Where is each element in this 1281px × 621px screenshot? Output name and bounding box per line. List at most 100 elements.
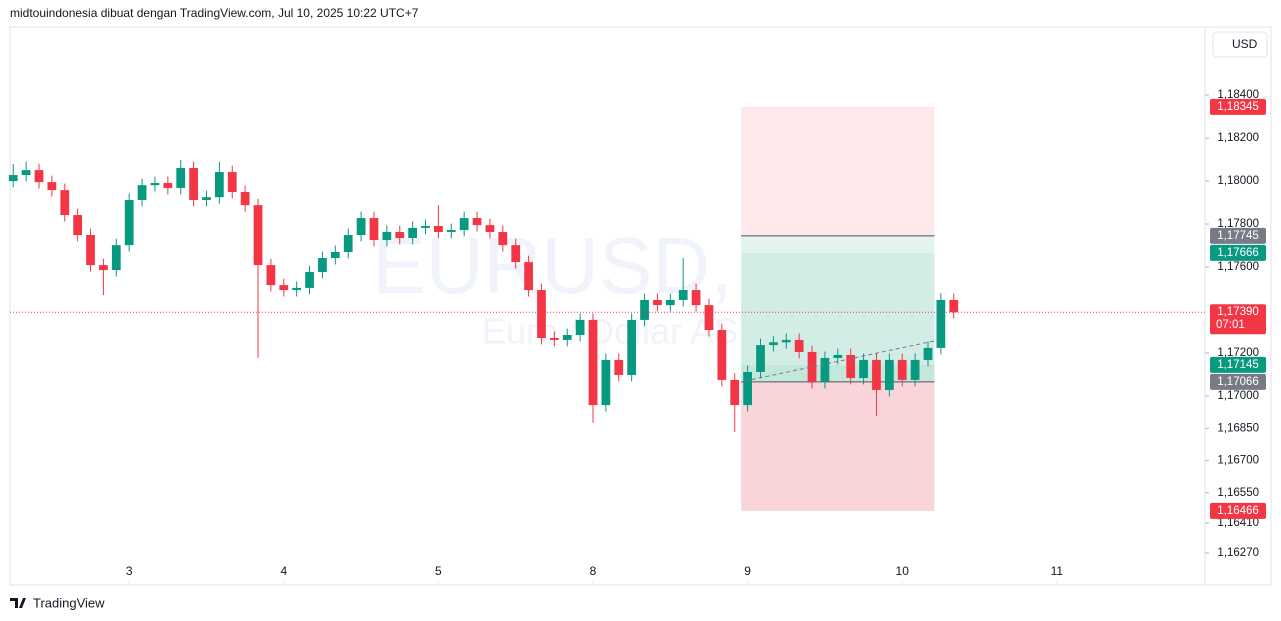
candle-body	[820, 357, 830, 383]
candle-body	[343, 235, 353, 253]
y-tick-label: 1,17000	[1217, 390, 1259, 402]
candle-body	[627, 319, 637, 375]
candle-body	[446, 230, 456, 233]
candle-body	[859, 359, 868, 378]
candle-body	[524, 262, 533, 291]
position-zone	[741, 235, 935, 253]
candle-body	[846, 354, 856, 378]
candle-body	[678, 290, 688, 300]
candle-body	[640, 299, 649, 320]
y-tick-label: 1,16700	[1217, 455, 1259, 467]
candle-body	[150, 182, 160, 186]
candle-body	[318, 258, 327, 272]
candle-body	[665, 299, 675, 306]
candle-body	[266, 265, 276, 286]
x-tick-label: 3	[126, 564, 133, 578]
candle-body	[253, 205, 263, 266]
last-price-box	[1210, 304, 1266, 335]
candle-body	[124, 199, 134, 246]
candle-body	[562, 334, 572, 340]
candles	[8, 159, 959, 432]
candle-body	[240, 192, 250, 206]
candle-body	[8, 175, 18, 182]
y-tick-label: 1,18400	[1217, 89, 1259, 101]
candle-body	[73, 215, 83, 236]
candle-body	[897, 359, 907, 380]
price-label-box	[1210, 244, 1266, 261]
candle-body	[459, 218, 469, 231]
candle-body	[472, 218, 482, 226]
price-label-box	[1210, 227, 1266, 244]
candle-body	[21, 170, 31, 176]
currency-button[interactable]	[1212, 31, 1268, 58]
candle-body	[485, 225, 495, 233]
price-label: 1,17145	[1217, 359, 1259, 371]
candle-body	[434, 225, 443, 233]
y-tick-label: 1,16550	[1217, 487, 1259, 499]
candle-body	[691, 290, 701, 306]
candle-body	[111, 245, 121, 271]
candle-body	[884, 359, 894, 391]
candle-body	[601, 359, 611, 406]
countdown-label: 07:01	[1216, 319, 1245, 331]
position-tool	[741, 106, 935, 511]
candle-body	[833, 354, 843, 358]
candle-body	[730, 379, 740, 406]
candle-body	[872, 359, 881, 391]
candle-body	[936, 299, 946, 348]
candle-body	[202, 197, 211, 200]
candle-body	[549, 337, 559, 340]
y-tick-label: 1,16270	[1217, 547, 1259, 559]
candle-body	[769, 342, 778, 346]
price-label-box	[1210, 356, 1266, 373]
candle-body	[395, 232, 405, 239]
candle-body	[588, 319, 598, 406]
position-zone	[741, 381, 935, 511]
candle-body	[756, 345, 765, 372]
logo-text: TradingView	[33, 595, 105, 610]
currency-label[interactable]: USD	[1232, 37, 1258, 51]
price-label-box	[1210, 502, 1266, 519]
axes: 1,18400 1,18200 1,18000 1,17800 1,17600 1,172…	[10, 89, 1266, 585]
header-text: midtouindonesia dibuat dengan TradingVie…	[10, 6, 419, 20]
candle-body	[47, 182, 57, 191]
candle-body	[279, 285, 289, 291]
price-label: 1,17066	[1217, 376, 1259, 388]
x-tick-label: 4	[280, 564, 287, 578]
candle-body	[511, 245, 521, 263]
y-tick-label: 1,17600	[1217, 261, 1259, 273]
position-zone	[741, 106, 935, 236]
position-zone	[741, 252, 935, 365]
x-tick-label: 10	[896, 564, 910, 578]
y-tick-label: 1,17200	[1217, 347, 1259, 359]
candle-body	[717, 330, 727, 380]
y-tick-label: 1,16410	[1217, 517, 1259, 529]
y-tick-label: 1,17800	[1217, 218, 1259, 230]
x-tick-label: 11	[1051, 564, 1064, 578]
price-label-box	[1210, 98, 1266, 115]
candle-body	[575, 319, 585, 335]
candle-body	[369, 218, 379, 240]
candle-body	[214, 172, 224, 198]
candle-body	[653, 299, 662, 306]
last-price-label: 1,17390	[1217, 306, 1259, 318]
candle-body	[163, 182, 173, 188]
logo-icon	[10, 598, 26, 608]
candle-body	[176, 167, 186, 188]
candle-body	[137, 185, 147, 200]
watermark-name: Euro / Dollar AS	[482, 311, 738, 352]
price-label: 1,17745	[1217, 230, 1259, 242]
candle-body	[34, 170, 44, 183]
price-label: 1,16466	[1217, 505, 1259, 517]
candle-body	[330, 252, 340, 259]
price-label: 1,18345	[1217, 101, 1259, 113]
candle-body	[498, 232, 508, 246]
chart-frame	[9, 26, 1272, 586]
candle-body	[807, 351, 817, 383]
footer-logo: TradingView	[10, 595, 105, 610]
candle-body	[305, 271, 314, 288]
candle-body	[743, 371, 752, 406]
candle-body	[382, 232, 392, 240]
